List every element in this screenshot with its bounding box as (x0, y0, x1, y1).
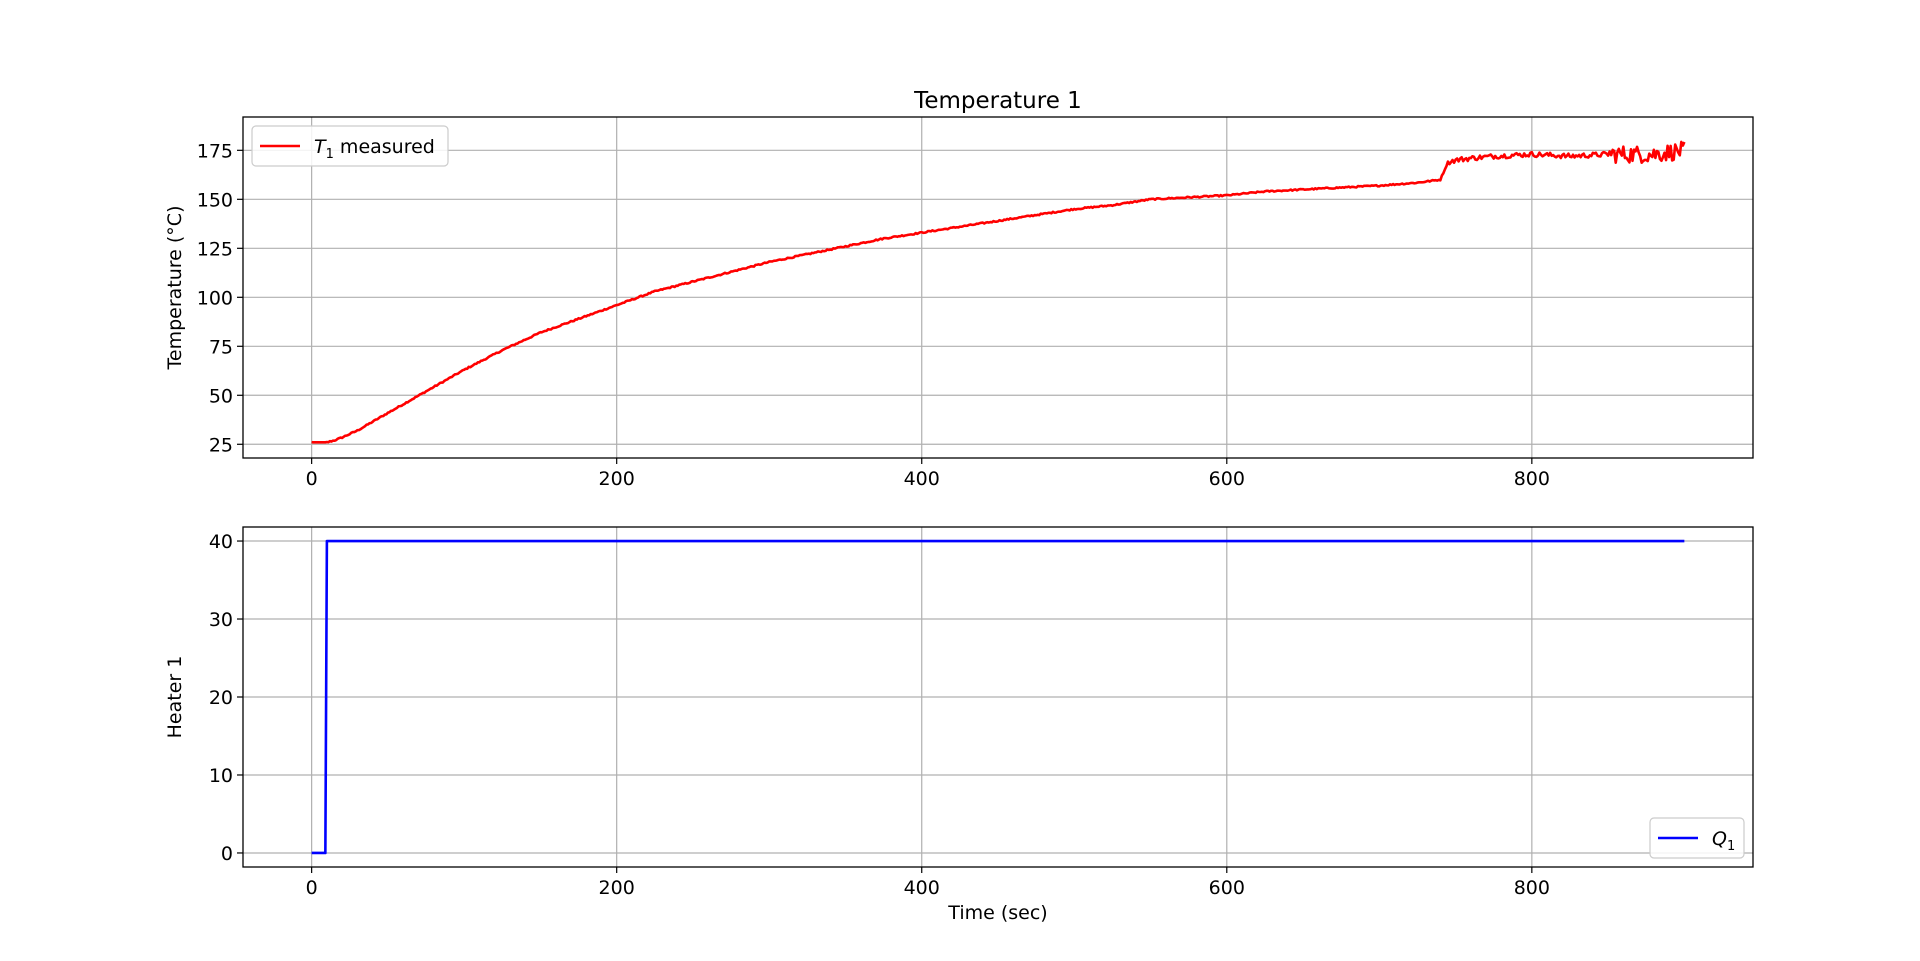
temperature-ytick-label: 100 (197, 287, 233, 309)
temperature-series (311, 140, 1686, 444)
heater-xtick-label: 600 (1209, 877, 1245, 899)
heater-ytick-label: 0 (221, 843, 233, 865)
heater-subplot: 0 200 400 600 800 0 10 20 30 40 Heater 1 Time (se… (164, 526, 1754, 924)
temperature-legend: T1 measured (251, 125, 449, 167)
temperature-ytick-label: 75 (209, 336, 233, 358)
temperature-legend-label: T1 measured (314, 136, 435, 162)
heater-series-line (311, 539, 1685, 855)
temperature-ytick-label: 125 (197, 238, 233, 260)
heater-ytick-label: 40 (209, 531, 233, 553)
temperature-xtick-label: 800 (1514, 468, 1550, 490)
temperature-xtick-label: 0 (306, 468, 318, 490)
temperature-ytick-label: 50 (209, 385, 233, 407)
heater-series (311, 539, 1685, 855)
temperature-legend-box (251, 125, 449, 167)
heater-legend: Q1 (1649, 817, 1745, 859)
heater-xlabel: Time (sec) (947, 902, 1047, 924)
heater-xtick-label: 200 (599, 877, 635, 899)
temperature-xtick-label: 600 (1209, 468, 1245, 490)
temperature-xtick-label: 200 (599, 468, 635, 490)
heater-ylabel: Heater 1 (164, 656, 186, 739)
heater-xtick-label: 400 (904, 877, 940, 899)
temperature-ytick-label: 25 (209, 434, 233, 456)
heater-ticks: 0 200 400 600 800 0 10 20 30 40 (209, 531, 1550, 899)
temperature-ylabel: Temperature (°C) (164, 206, 186, 371)
heater-ytick-label: 20 (209, 687, 233, 709)
temperature-ticks: 0 200 400 600 800 25 50 75 100 125 150 175 (197, 140, 1550, 490)
heater-legend-label: Q1 (1712, 828, 1735, 854)
heater-ytick-label: 10 (209, 765, 233, 787)
temperature-title: Temperature 1 (913, 88, 1082, 114)
temperature-ytick-label: 175 (197, 140, 233, 162)
temperature-axes-frame (242, 116, 1754, 459)
heater-ytick-label: 30 (209, 609, 233, 631)
heater-xtick-label: 800 (1514, 877, 1550, 899)
temperature-xtick-label: 400 (904, 468, 940, 490)
temperature-subplot: 0 200 400 600 800 25 50 75 100 125 150 175 Temperat… (164, 88, 1754, 490)
temperature-ytick-label: 150 (197, 189, 233, 211)
heater-xtick-label: 0 (306, 877, 318, 899)
temperature-grid (243, 117, 1753, 458)
temperature-series-line (311, 140, 1686, 444)
